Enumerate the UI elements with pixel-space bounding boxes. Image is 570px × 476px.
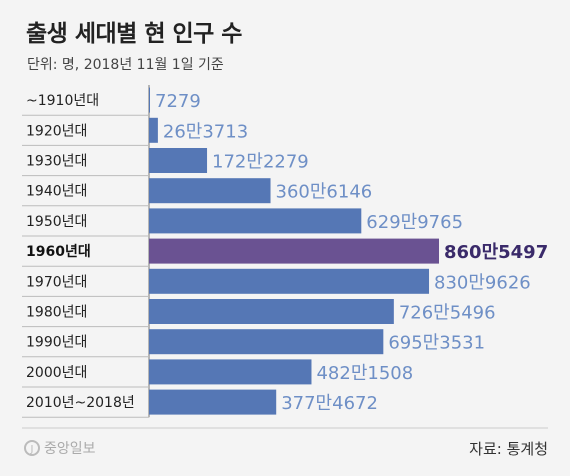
bar <box>149 299 394 324</box>
category-label: 1980년대 <box>26 305 87 321</box>
logo: J 중앙일보 <box>24 438 96 458</box>
chart-subtitle: 단위: 명, 2018년 11월 1일 기준 <box>27 57 224 73</box>
bar <box>149 87 150 113</box>
category-label: 1930년대 <box>26 154 87 170</box>
bar <box>149 178 271 204</box>
category-label: 2010년~2018년 <box>26 395 135 411</box>
category-label: 1940년대 <box>26 184 87 200</box>
category-label: 1990년대 <box>26 335 87 351</box>
bar <box>149 359 312 385</box>
bar <box>149 148 208 173</box>
bar <box>149 389 277 415</box>
value-label: 695만3531 <box>388 333 485 354</box>
value-label: 172만2279 <box>212 152 309 173</box>
value-label: 482만1508 <box>316 363 413 384</box>
value-label: 26만3713 <box>163 121 248 142</box>
bar <box>149 329 384 355</box>
source-note: 자료: 통계청 <box>469 440 548 458</box>
bar <box>149 238 439 264</box>
category-label: ~1910년대 <box>26 93 99 109</box>
logo-text: 중앙일보 <box>44 441 96 457</box>
chart-title: 출생 세대별 현 인구 수 <box>26 21 242 47</box>
category-label: 1920년대 <box>26 123 87 139</box>
value-label: 377만4672 <box>281 393 378 414</box>
value-label: 629만9765 <box>366 212 463 233</box>
category-label: 1950년대 <box>26 214 87 230</box>
value-label: 726만5496 <box>399 303 496 324</box>
category-label: 2000년대 <box>26 365 87 381</box>
bar <box>149 117 158 143</box>
value-label: 360만6146 <box>276 182 373 203</box>
value-label: 7279 <box>155 91 201 112</box>
bar <box>149 268 430 294</box>
logo-icon: J <box>24 440 40 456</box>
category-label: 1970년대 <box>26 274 87 290</box>
bar <box>149 208 362 234</box>
value-label: 860만5497 <box>444 242 548 263</box>
value-label: 830만9626 <box>434 272 531 293</box>
category-label: 1960년대 <box>26 244 91 260</box>
